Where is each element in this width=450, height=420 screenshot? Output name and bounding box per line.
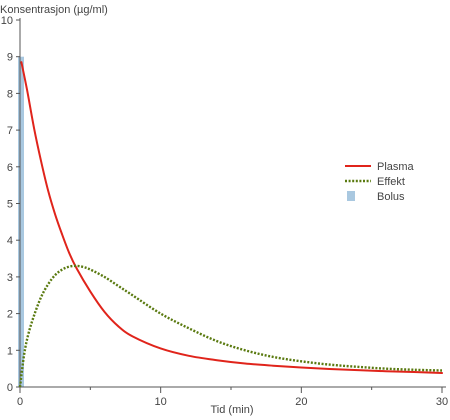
x-tick-label: 10 [155, 396, 167, 408]
series-line-plasma [20, 61, 443, 375]
y-tick-label: 9 [7, 52, 13, 64]
legend-label-bolus: Bolus [377, 191, 405, 203]
y-tick-label: 1 [7, 345, 13, 357]
y-tick-label: 6 [7, 162, 13, 174]
y-tick-label: 7 [7, 125, 13, 137]
bolus-bar [18, 56, 24, 387]
legend-label-effekt: Effekt [377, 176, 405, 188]
legend: Plasma Effekt Bolus [345, 161, 415, 203]
y-tick-label: 8 [7, 88, 13, 100]
legend-swatch-bolus [347, 191, 355, 201]
x-tick-label: 30 [436, 396, 448, 408]
y-tick-label: 3 [7, 272, 13, 284]
legend-label-plasma: Plasma [377, 161, 415, 173]
x-tick-label: 0 [17, 396, 23, 408]
plot-area: 0 1 2 3 4 5 6 7 8 9 10 0 10 20 30 [1, 15, 448, 408]
y-tick-label: 0 [7, 382, 13, 394]
series-line-effekt [18, 264, 443, 388]
y-axis-title: Konsentrasjon (µg/ml) [0, 4, 108, 16]
y-tick-label: 2 [7, 309, 13, 321]
x-axis-title: Tid (min) [211, 404, 254, 416]
y-tick-label: 10 [1, 15, 13, 27]
x-tick-label: 20 [295, 396, 307, 408]
y-tick-label: 4 [7, 235, 13, 247]
y-tick-label: 5 [7, 199, 13, 211]
